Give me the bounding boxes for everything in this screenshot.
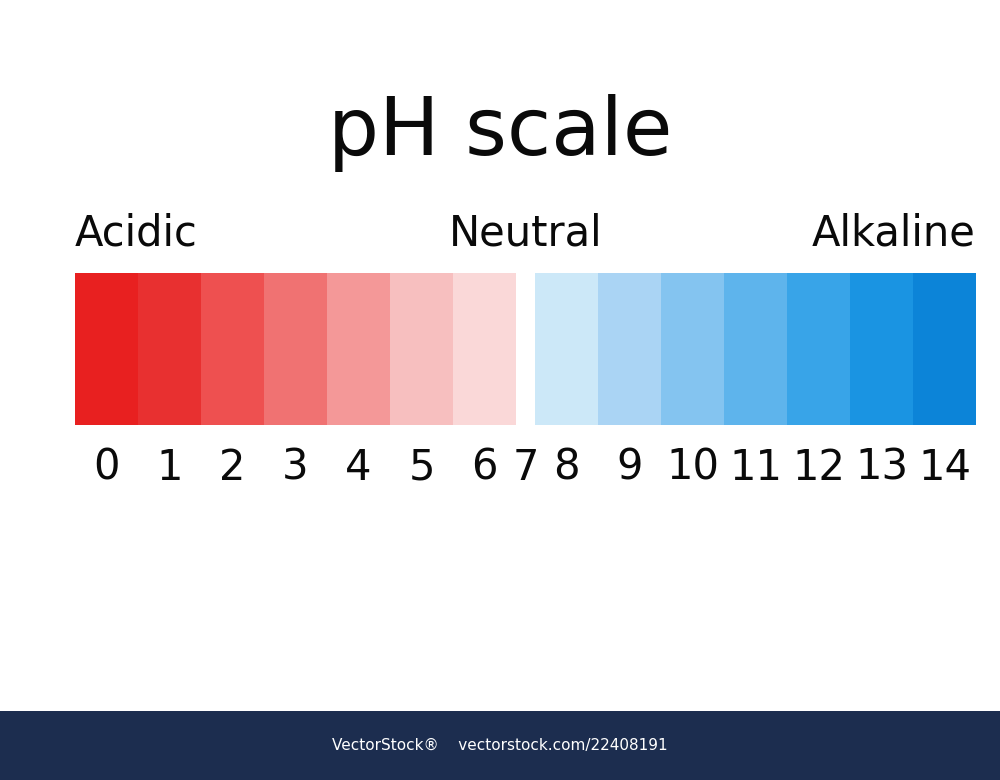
Bar xyxy=(661,273,724,425)
Bar xyxy=(535,273,598,425)
Text: 2: 2 xyxy=(219,447,246,489)
Text: 4: 4 xyxy=(345,447,372,489)
Text: 0: 0 xyxy=(93,447,120,489)
Bar xyxy=(327,273,390,425)
Bar xyxy=(201,273,264,425)
Text: Neutral: Neutral xyxy=(449,213,602,255)
Bar xyxy=(0,711,1000,780)
Bar xyxy=(453,273,516,425)
Text: 10: 10 xyxy=(666,447,719,489)
Text: Alkaline: Alkaline xyxy=(812,213,976,255)
Text: 7: 7 xyxy=(512,447,539,489)
Text: 13: 13 xyxy=(855,447,908,489)
Text: Acidic: Acidic xyxy=(75,213,198,255)
Text: 3: 3 xyxy=(282,447,309,489)
Text: VectorStock®    vectorstock.com/22408191: VectorStock® vectorstock.com/22408191 xyxy=(332,738,668,753)
Bar xyxy=(787,273,850,425)
Text: pH scale: pH scale xyxy=(328,94,672,172)
Bar xyxy=(913,273,976,425)
Text: 1: 1 xyxy=(156,447,183,489)
Bar xyxy=(598,273,661,425)
Text: 14: 14 xyxy=(918,447,971,489)
Bar xyxy=(264,273,327,425)
Bar xyxy=(724,273,787,425)
Text: 8: 8 xyxy=(553,447,580,489)
Bar xyxy=(138,273,201,425)
Text: 6: 6 xyxy=(471,447,498,489)
Bar xyxy=(850,273,913,425)
Text: 11: 11 xyxy=(729,447,782,489)
Bar xyxy=(75,273,138,425)
Text: 12: 12 xyxy=(792,447,845,489)
Text: 5: 5 xyxy=(408,447,435,489)
Bar xyxy=(390,273,453,425)
Text: 9: 9 xyxy=(616,447,643,489)
